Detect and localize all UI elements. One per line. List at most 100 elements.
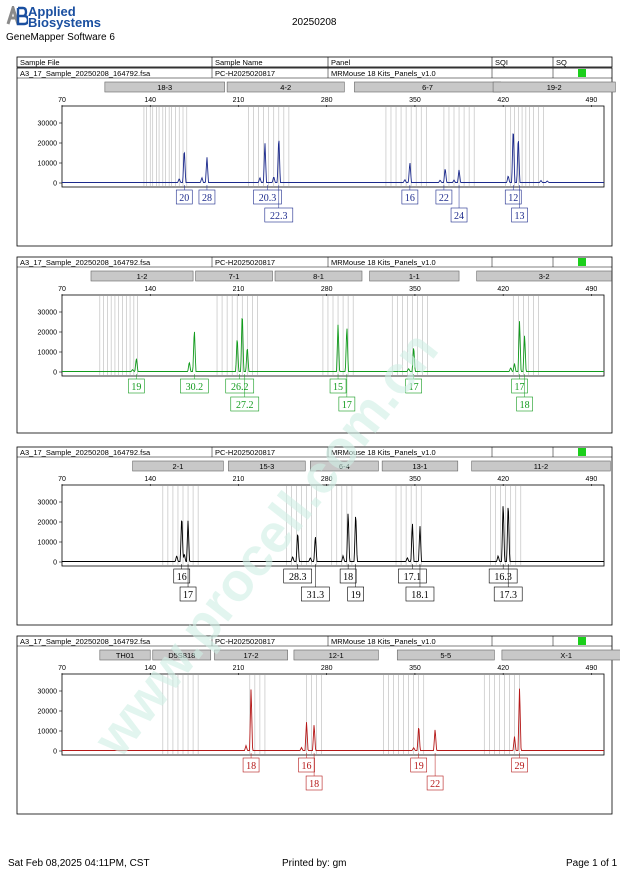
- allele-label: 20: [179, 193, 189, 204]
- marker-name: 19-2: [547, 83, 562, 92]
- column-header: SQI: [495, 58, 508, 67]
- marker-bar: [501, 649, 620, 661]
- allele-label: 29: [515, 761, 525, 772]
- x-tick-label: 70: [58, 665, 66, 672]
- allele-label: 30.2: [186, 382, 204, 393]
- plot-frame: [61, 105, 605, 188]
- sample-file: A3_17_Sample_20250208_164792.fsa: [20, 69, 151, 78]
- column-header: Sample File: [20, 58, 60, 67]
- y-tick-label: 0: [53, 181, 57, 188]
- y-tick-label: 0: [53, 560, 57, 567]
- allele-label-box: [516, 396, 533, 412]
- signal-trace-green: [62, 318, 604, 373]
- panel-frame: [16, 256, 613, 434]
- marker-bar: [471, 460, 611, 472]
- allele-label: 16: [405, 193, 415, 204]
- allele-label-box: [283, 568, 313, 584]
- allele-label: 20.3: [259, 193, 277, 204]
- y-tick-label: 30000: [38, 500, 58, 507]
- sample-name: PC-H2025020817: [215, 69, 275, 78]
- allele-label: 12: [508, 193, 518, 204]
- marker-name: 8-1: [313, 272, 324, 281]
- allele-label: 28: [202, 193, 212, 204]
- allele-label: 17: [515, 382, 525, 393]
- x-tick-label: 350: [409, 476, 421, 483]
- signal-trace-black: [62, 506, 604, 562]
- allele-label-box: [398, 568, 427, 584]
- marker-name: 1-2: [137, 272, 148, 281]
- plot-frame: [61, 673, 605, 756]
- y-tick-label: 20000: [38, 141, 58, 148]
- plot-frame: [61, 484, 605, 567]
- marker-bar: [226, 81, 345, 93]
- marker-name: 13-1: [412, 462, 427, 471]
- allele-label-box: [305, 775, 323, 791]
- allele-label-box: [488, 568, 518, 584]
- allele-label-box: [175, 189, 193, 205]
- y-tick-label: 10000: [38, 729, 58, 736]
- x-tick-label: 490: [586, 286, 598, 293]
- marker-name: 17-2: [244, 651, 259, 660]
- allele-label: 17.3: [499, 590, 517, 601]
- allele-label: 16: [177, 572, 187, 583]
- column-header: Panel: [331, 58, 351, 67]
- allele-label-box: [264, 207, 294, 223]
- x-tick-label: 140: [144, 665, 156, 672]
- y-tick-label: 0: [53, 749, 57, 756]
- allele-label: 18: [343, 572, 353, 583]
- y-tick-label: 20000: [38, 520, 58, 527]
- marker-name: 6-7: [422, 83, 433, 92]
- x-tick-label: 70: [58, 476, 66, 483]
- allele-label-box: [173, 568, 191, 584]
- marker-bar: [195, 270, 273, 282]
- marker-name: 7-1: [229, 272, 240, 281]
- allele-label: 18: [246, 761, 256, 772]
- x-tick-label: 70: [58, 286, 66, 293]
- x-tick-label: 210: [233, 97, 245, 104]
- brand-name: Applied Biosystems: [28, 5, 101, 29]
- x-tick-label: 490: [586, 476, 598, 483]
- allele-label-box: [450, 207, 468, 223]
- allele-label-box: [511, 378, 528, 394]
- sample-name: PC-H2025020817: [215, 637, 275, 646]
- signal-trace-red: [62, 688, 604, 751]
- allele-label: 17.1: [404, 572, 422, 583]
- panel-name: MRMouse 18 Kits_Panels_v1.0: [331, 637, 436, 646]
- allele-label: 16: [302, 761, 312, 772]
- column-header: SQ: [556, 58, 567, 67]
- marker-bar: [396, 649, 495, 661]
- marker-bar: [132, 460, 224, 472]
- marker-name: 5-5: [440, 651, 451, 660]
- allele-label-box: [242, 757, 260, 773]
- allele-label: 18: [309, 779, 319, 790]
- marker-name: D5S818: [168, 651, 195, 660]
- marker-bar: [310, 460, 379, 472]
- applied-biosystems-logo-icon: [6, 6, 28, 26]
- allele-label-box: [504, 189, 522, 205]
- marker-name: TH01: [116, 651, 134, 660]
- x-tick-label: 280: [321, 286, 333, 293]
- allele-label-box: [180, 378, 209, 394]
- marker-bar: [99, 649, 151, 661]
- allele-label: 17: [183, 590, 193, 601]
- x-tick-label: 280: [321, 476, 333, 483]
- allele-label: 17: [342, 400, 352, 411]
- y-tick-label: 20000: [38, 709, 58, 716]
- marker-bar: [152, 649, 212, 661]
- marker-bar: [492, 81, 616, 93]
- x-tick-label: 490: [586, 97, 598, 104]
- x-tick-label: 280: [321, 97, 333, 104]
- allele-label: 18.1: [411, 590, 429, 601]
- marker-bar: [381, 460, 459, 472]
- allele-label: 13: [515, 211, 525, 222]
- y-tick-label: 30000: [38, 310, 58, 317]
- footer-printed-by: Printed by: gm: [282, 858, 347, 869]
- x-tick-label: 350: [409, 97, 421, 104]
- x-tick-label: 140: [144, 286, 156, 293]
- marker-name: X-1: [560, 651, 572, 660]
- allele-label-box: [128, 378, 145, 394]
- allele-label: 19: [414, 761, 424, 772]
- marker-name: 12-1: [329, 651, 344, 660]
